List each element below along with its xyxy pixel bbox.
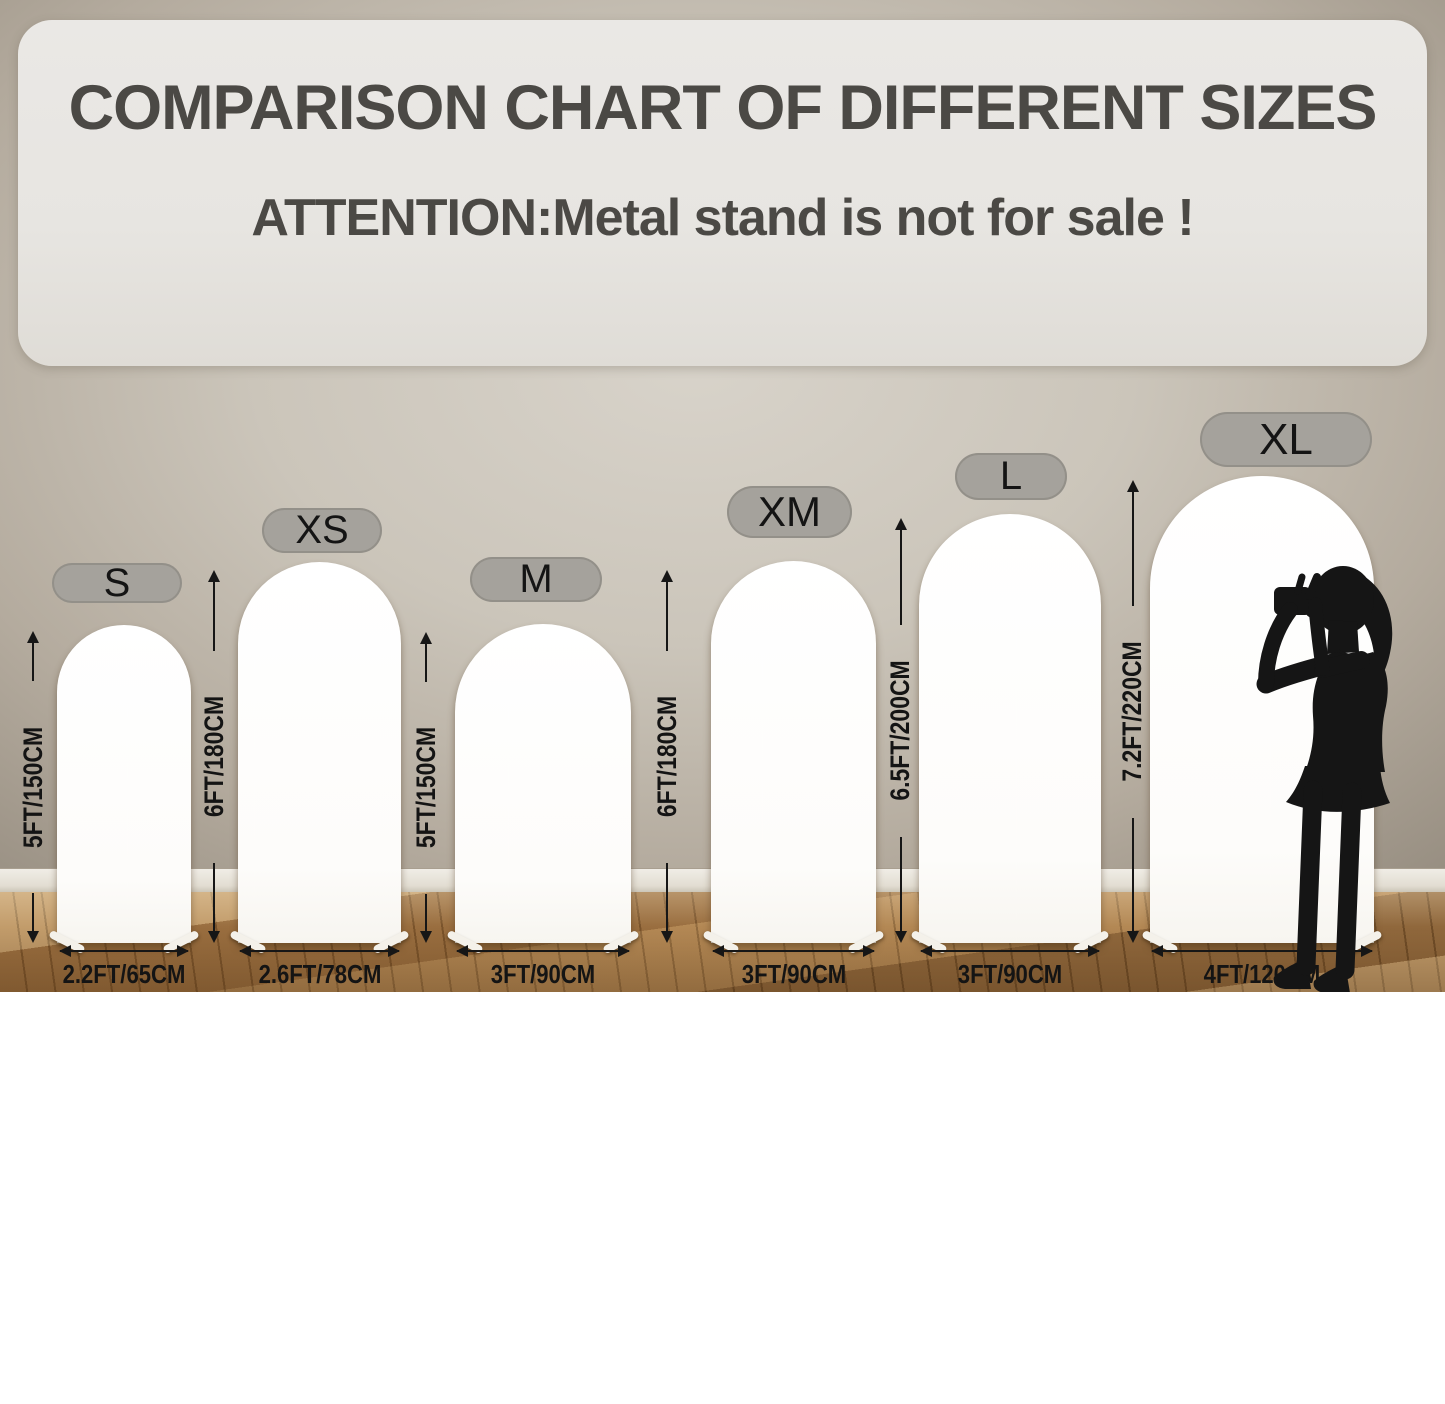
width-label: 2.2FT/65CM xyxy=(62,959,186,989)
height-measure-xm: 6FT/180CM xyxy=(651,570,682,943)
arrow-down-icon xyxy=(420,931,432,943)
product-photo-scene: COMPARISON CHART OF DIFFERENT SIZES ATTE… xyxy=(0,0,1445,992)
height-label: 6.5FT/200CM xyxy=(885,660,916,801)
page-title: COMPARISON CHART OF DIFFERENT SIZES xyxy=(68,73,1378,143)
width-measure-xs: 2.6FT/78CM xyxy=(239,945,400,989)
width-measure-s: 2.2FT/65CM xyxy=(59,945,189,989)
arrow-down-icon xyxy=(208,931,220,943)
width-measure-xm: 3FT/90CM xyxy=(712,945,875,989)
height-label: 5FT/150CM xyxy=(410,726,441,849)
width-label: 3FT/90CM xyxy=(741,959,846,989)
woman-photographer-silhouette xyxy=(1256,566,1393,992)
arrow-down-icon xyxy=(1127,931,1139,943)
height-measure-l: 6.5FT/200CM xyxy=(885,518,916,943)
size-badge-xm: XM xyxy=(727,486,852,538)
size-badge-label: L xyxy=(999,454,1023,498)
arch-backdrop-l xyxy=(919,514,1101,943)
arrow-up-icon xyxy=(895,518,907,530)
width-label: 2.6FT/78CM xyxy=(258,959,381,989)
height-label: 6FT/180CM xyxy=(651,695,682,818)
size-badge-xs: XS xyxy=(262,508,382,553)
height-label: 6FT/180CM xyxy=(198,695,229,818)
arch-backdrop-m xyxy=(455,624,631,943)
size-badge-s: S xyxy=(52,560,182,605)
arrow-up-icon xyxy=(661,570,673,582)
size-badge-label: XS xyxy=(295,508,349,552)
arrow-up-icon xyxy=(208,570,220,582)
height-measure-m: 5FT/150CM xyxy=(410,632,441,943)
height-label: 5FT/150CM xyxy=(17,726,48,848)
height-measure-xs: 6FT/180CM xyxy=(198,570,229,943)
size-badge-label: XL xyxy=(1259,414,1313,464)
arrow-down-icon xyxy=(661,931,673,943)
attention-note: ATTENTION:Metal stand is not for sale ! xyxy=(251,189,1194,247)
height-measure-s: 5FT/150CM xyxy=(17,631,48,943)
arrow-down-icon xyxy=(27,931,39,943)
size-badge-xl: XL xyxy=(1200,412,1372,467)
size-badge-m: M xyxy=(470,557,602,602)
height-measure-xl: 7.2FT/220CM xyxy=(1117,480,1148,943)
arch-backdrop-xs xyxy=(238,562,401,943)
height-label: 7.2FT/220CM xyxy=(1117,641,1148,782)
arrow-up-icon xyxy=(420,632,432,644)
arrow-up-icon xyxy=(27,631,39,643)
size-badge-label: M xyxy=(519,557,553,601)
size-badge-l: L xyxy=(955,453,1067,500)
width-measure-l: 3FT/90CM xyxy=(920,945,1100,989)
size-badge-label: S xyxy=(103,560,131,605)
size-badge-label: XM xyxy=(758,488,821,535)
width-measure-m: 3FT/90CM xyxy=(456,945,630,989)
width-label: 3FT/90CM xyxy=(957,959,1063,989)
header-panel xyxy=(18,20,1427,366)
arch-backdrop-s xyxy=(57,625,191,943)
arrow-down-icon xyxy=(895,931,907,943)
size-table: Size High Width XL 7.2FT/220CM 4FT/120CM… xyxy=(0,992,1445,1404)
arrow-up-icon xyxy=(1127,480,1139,492)
arch-backdrop-xm xyxy=(711,561,876,943)
width-label: 3FT/90CM xyxy=(490,959,596,989)
